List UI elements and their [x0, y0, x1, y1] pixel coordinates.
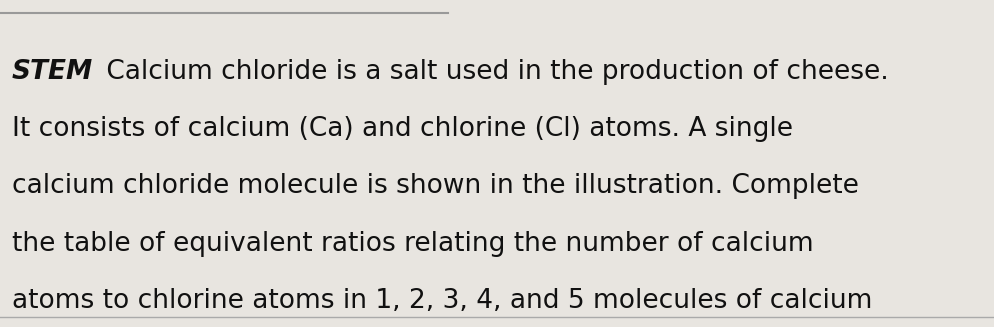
Text: STEM: STEM [12, 59, 93, 85]
Text: atoms to chlorine atoms in 1, 2, 3, 4, and 5 molecules of calcium: atoms to chlorine atoms in 1, 2, 3, 4, a… [12, 288, 872, 314]
Text: calcium chloride molecule is shown in the illustration. Complete: calcium chloride molecule is shown in th… [12, 173, 858, 199]
Text: Calcium chloride is a salt used in the production of cheese.: Calcium chloride is a salt used in the p… [98, 59, 888, 85]
Text: It consists of calcium (Ca) and chlorine (Cl) atoms. A single: It consists of calcium (Ca) and chlorine… [12, 116, 792, 142]
Text: the table of equivalent ratios relating the number of calcium: the table of equivalent ratios relating … [12, 231, 813, 257]
